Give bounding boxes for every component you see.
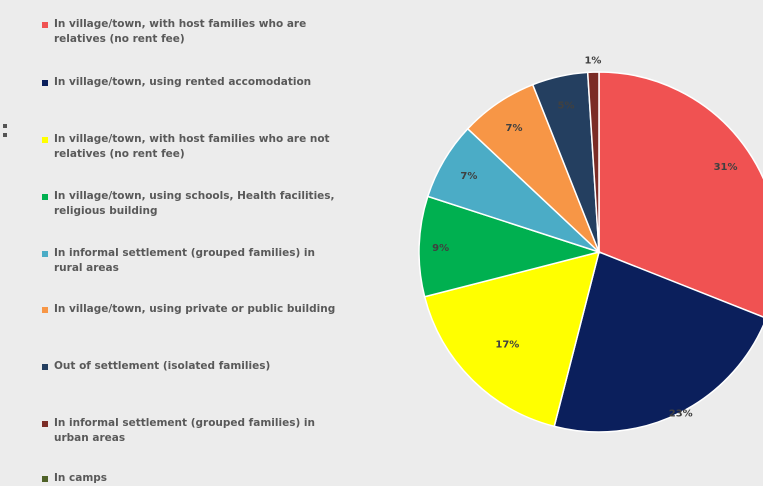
legend-item: Out of settlement (isolated families): [42, 359, 339, 374]
legend-swatch: [42, 476, 48, 482]
slice-value-label: 31%: [714, 162, 738, 173]
legend-item: In village/town, with host families who …: [42, 17, 339, 47]
legend-swatch: [42, 80, 48, 86]
slice-value-label: 7%: [506, 123, 523, 134]
legend-swatch: [42, 251, 48, 257]
pie-slice: [418, 195, 602, 298]
legend-label: In informal settlement (grouped families…: [54, 417, 315, 444]
legend-swatch: [42, 194, 48, 200]
legend-label: In village/town, with host families who …: [54, 133, 330, 160]
legend-item: In informal settlement (grouped families…: [42, 416, 339, 446]
legend-swatch: [42, 364, 48, 370]
slice-value-label: 23%: [669, 408, 693, 419]
legend-swatch: [42, 307, 48, 313]
legend-label: In informal settlement (grouped families…: [54, 247, 315, 274]
side-marker-icon: [3, 124, 8, 142]
slice-value-label: 17%: [495, 340, 519, 351]
legend-label: Out of settlement (isolated families): [54, 360, 271, 372]
legend-swatch: [42, 137, 48, 143]
chart-legend: In village/town, with host families who …: [0, 0, 345, 485]
legend-label: In village/town, using schools, Health f…: [54, 190, 335, 217]
legend-item: In informal settlement (grouped families…: [42, 246, 339, 276]
legend-swatch: [42, 421, 48, 427]
pie-slice: [423, 250, 601, 428]
legend-label: In village/town, using private or public…: [54, 303, 336, 315]
legend-item: In camps: [42, 471, 339, 486]
slice-value-label: 9%: [432, 243, 449, 254]
slice-value-label: 7%: [460, 171, 477, 182]
pie-slice: [553, 250, 763, 433]
legend-label: In village/town, with host families who …: [54, 18, 307, 45]
slice-value-label: 1%: [584, 55, 601, 66]
slice-value-label: 5%: [558, 100, 575, 111]
legend-item: In village/town, using rented accomodati…: [42, 75, 339, 90]
legend-swatch: [42, 22, 48, 28]
legend-label: In camps: [54, 472, 108, 484]
legend-item: In village/town, using private or public…: [42, 302, 339, 317]
legend-item: In village/town, with host families who …: [42, 132, 339, 162]
pie-slice: [598, 71, 763, 318]
legend-item: In village/town, using schools, Health f…: [42, 189, 339, 219]
legend-label: In village/town, using rented accomodati…: [54, 76, 312, 88]
pie-slice: [586, 71, 600, 253]
